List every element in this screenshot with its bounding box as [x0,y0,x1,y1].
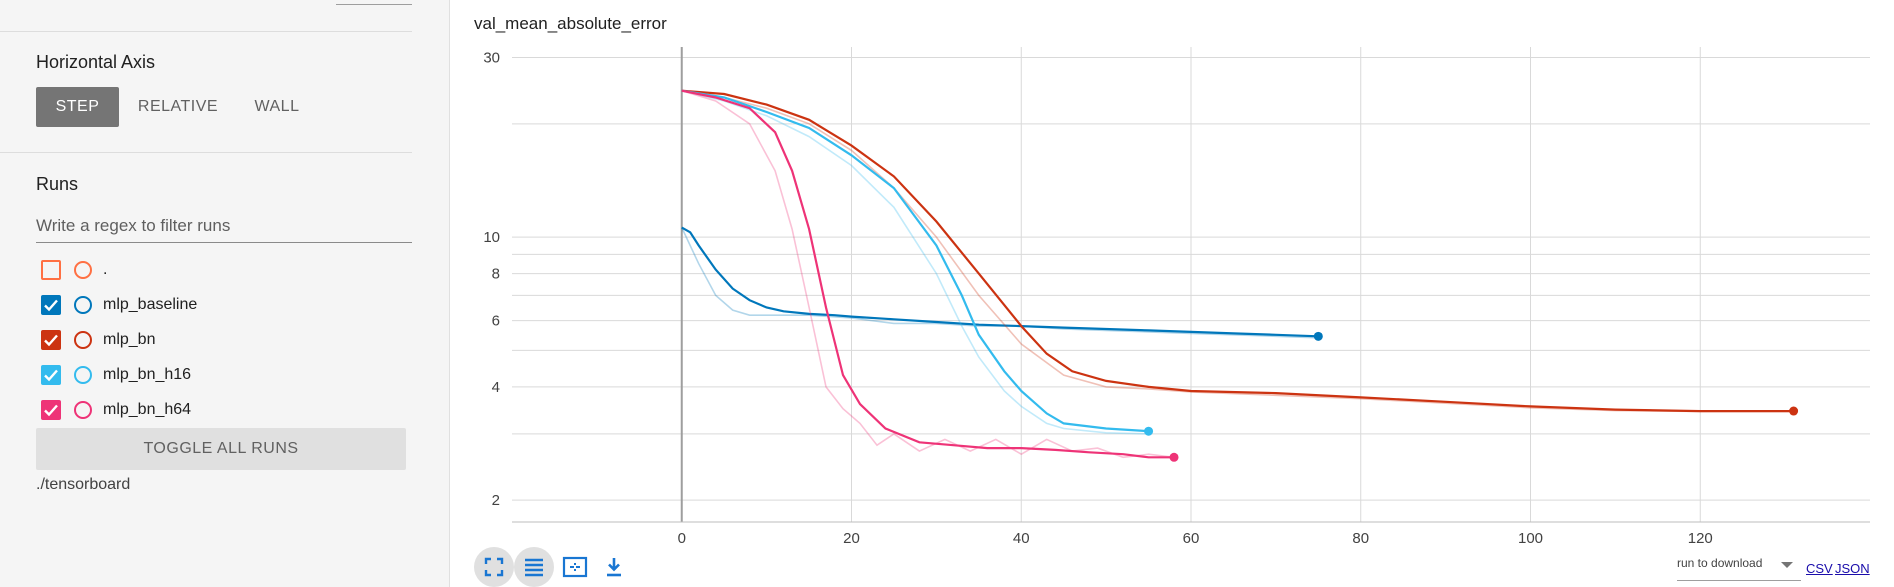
fullscreen-icon [484,557,504,577]
chevron-down-icon [1781,562,1793,568]
series-end-point [1313,331,1323,341]
run-download-select[interactable]: run to download [1677,556,1801,581]
y-tick-label: 2 [492,492,500,509]
series-smoothed-line [681,226,1319,338]
logdir-label: ./tensorboard [36,476,131,493]
axis-step-button[interactable]: STEP [36,87,119,127]
series-raw-line [681,89,1175,459]
run-label: . [103,261,108,278]
run-checkbox[interactable] [41,260,61,280]
run-color-picker[interactable] [74,261,92,279]
run-download-select-label: run to download [1677,556,1763,570]
fit-domain-button[interactable] [554,547,594,587]
x-tick-label: 20 [843,530,860,545]
y-tick-label: 6 [492,313,500,330]
run-row-mlp-baseline: mlp_baseline [40,291,420,321]
run-color-picker[interactable] [74,331,92,349]
x-tick-label: 80 [1352,530,1369,545]
axis-wall-button[interactable]: WALL [254,98,300,115]
run-filter-field [36,211,412,243]
download-icon [607,558,621,577]
y-tick-label: 30 [483,50,500,67]
checkmark-icon [44,404,58,417]
run-color-picker[interactable] [74,366,92,384]
axis-relative-button[interactable]: RELATIVE [137,98,219,115]
run-color-picker[interactable] [74,401,92,419]
series-raw-line [681,89,1149,435]
horizontal-axis-title: Horizontal Axis [36,52,156,72]
run-row-dot: . [40,256,420,286]
section-divider [0,152,412,153]
sidebar-top-divider [336,0,412,5]
series-mlp_bn_h16 [681,89,1154,436]
series-mlp_bn [681,89,1799,416]
data-table-icon [525,558,543,577]
run-label: mlp_bn_h16 [103,366,192,383]
series-mlp_baseline [681,226,1323,341]
fullscreen-button[interactable] [474,547,514,587]
x-tick-label: 60 [1183,530,1200,545]
y-tick-label: 10 [483,229,500,246]
series-raw-line [681,227,1319,339]
run-checkbox[interactable] [41,330,61,350]
run-row-mlp-bn: mlp_bn [40,326,420,356]
sidebar: Horizontal Axis STEP RELATIVE WALL Runs … [0,0,450,587]
series-end-point [1169,452,1179,462]
series-smoothed-line [681,89,1794,413]
series-mlp_bn_h64 [681,89,1179,462]
series-smoothed-line [681,89,1174,459]
run-color-picker[interactable] [74,296,92,314]
chart-title: val_mean_absolute_error [474,14,667,33]
series-smoothed-line [681,89,1149,433]
run-label: mlp_bn [103,331,156,348]
run-checkbox[interactable] [41,365,61,385]
series-raw-line [681,89,1794,413]
checkmark-icon [44,334,58,347]
download-button[interactable] [594,547,634,587]
run-checkbox[interactable] [41,295,61,315]
data-table-button[interactable] [514,547,554,587]
line-chart[interactable]: 0 20 40 60 80 100 120 2 4 6 8 10 30 [0,0,1894,545]
x-tick-label: 40 [1013,530,1030,545]
series-end-point [1789,406,1799,416]
toggle-all-runs-button[interactable]: TOGGLE ALL RUNS [36,428,406,470]
runs-title: Runs [36,174,79,194]
x-tick-label: 120 [1688,530,1713,545]
y-tick-label: 8 [492,266,500,283]
checkmark-icon [44,369,58,382]
x-tick-label: 0 [678,530,686,545]
axis-layer: 0 20 40 60 80 100 120 2 4 6 8 10 30 [483,50,1870,545]
run-label: mlp_baseline [103,296,198,313]
run-checkbox[interactable] [41,400,61,420]
series-end-point [1144,426,1154,436]
y-tick-label: 4 [492,379,500,396]
run-label: mlp_bn_h64 [103,401,192,418]
json-download-link[interactable]: JSON [1835,561,1870,576]
x-tick-label: 100 [1518,530,1543,545]
section-divider [0,31,412,32]
run-filter-input[interactable] [36,211,412,241]
series-layer [681,89,1799,462]
fit-domain-icon [562,556,588,578]
checkmark-icon [44,299,58,312]
run-row-mlp-bn-h16: mlp_bn_h16 [40,361,420,391]
csv-download-link[interactable]: CSV [1806,561,1833,576]
grid-layer [512,47,1870,522]
run-row-mlp-bn-h64: mlp_bn_h64 [40,396,420,426]
